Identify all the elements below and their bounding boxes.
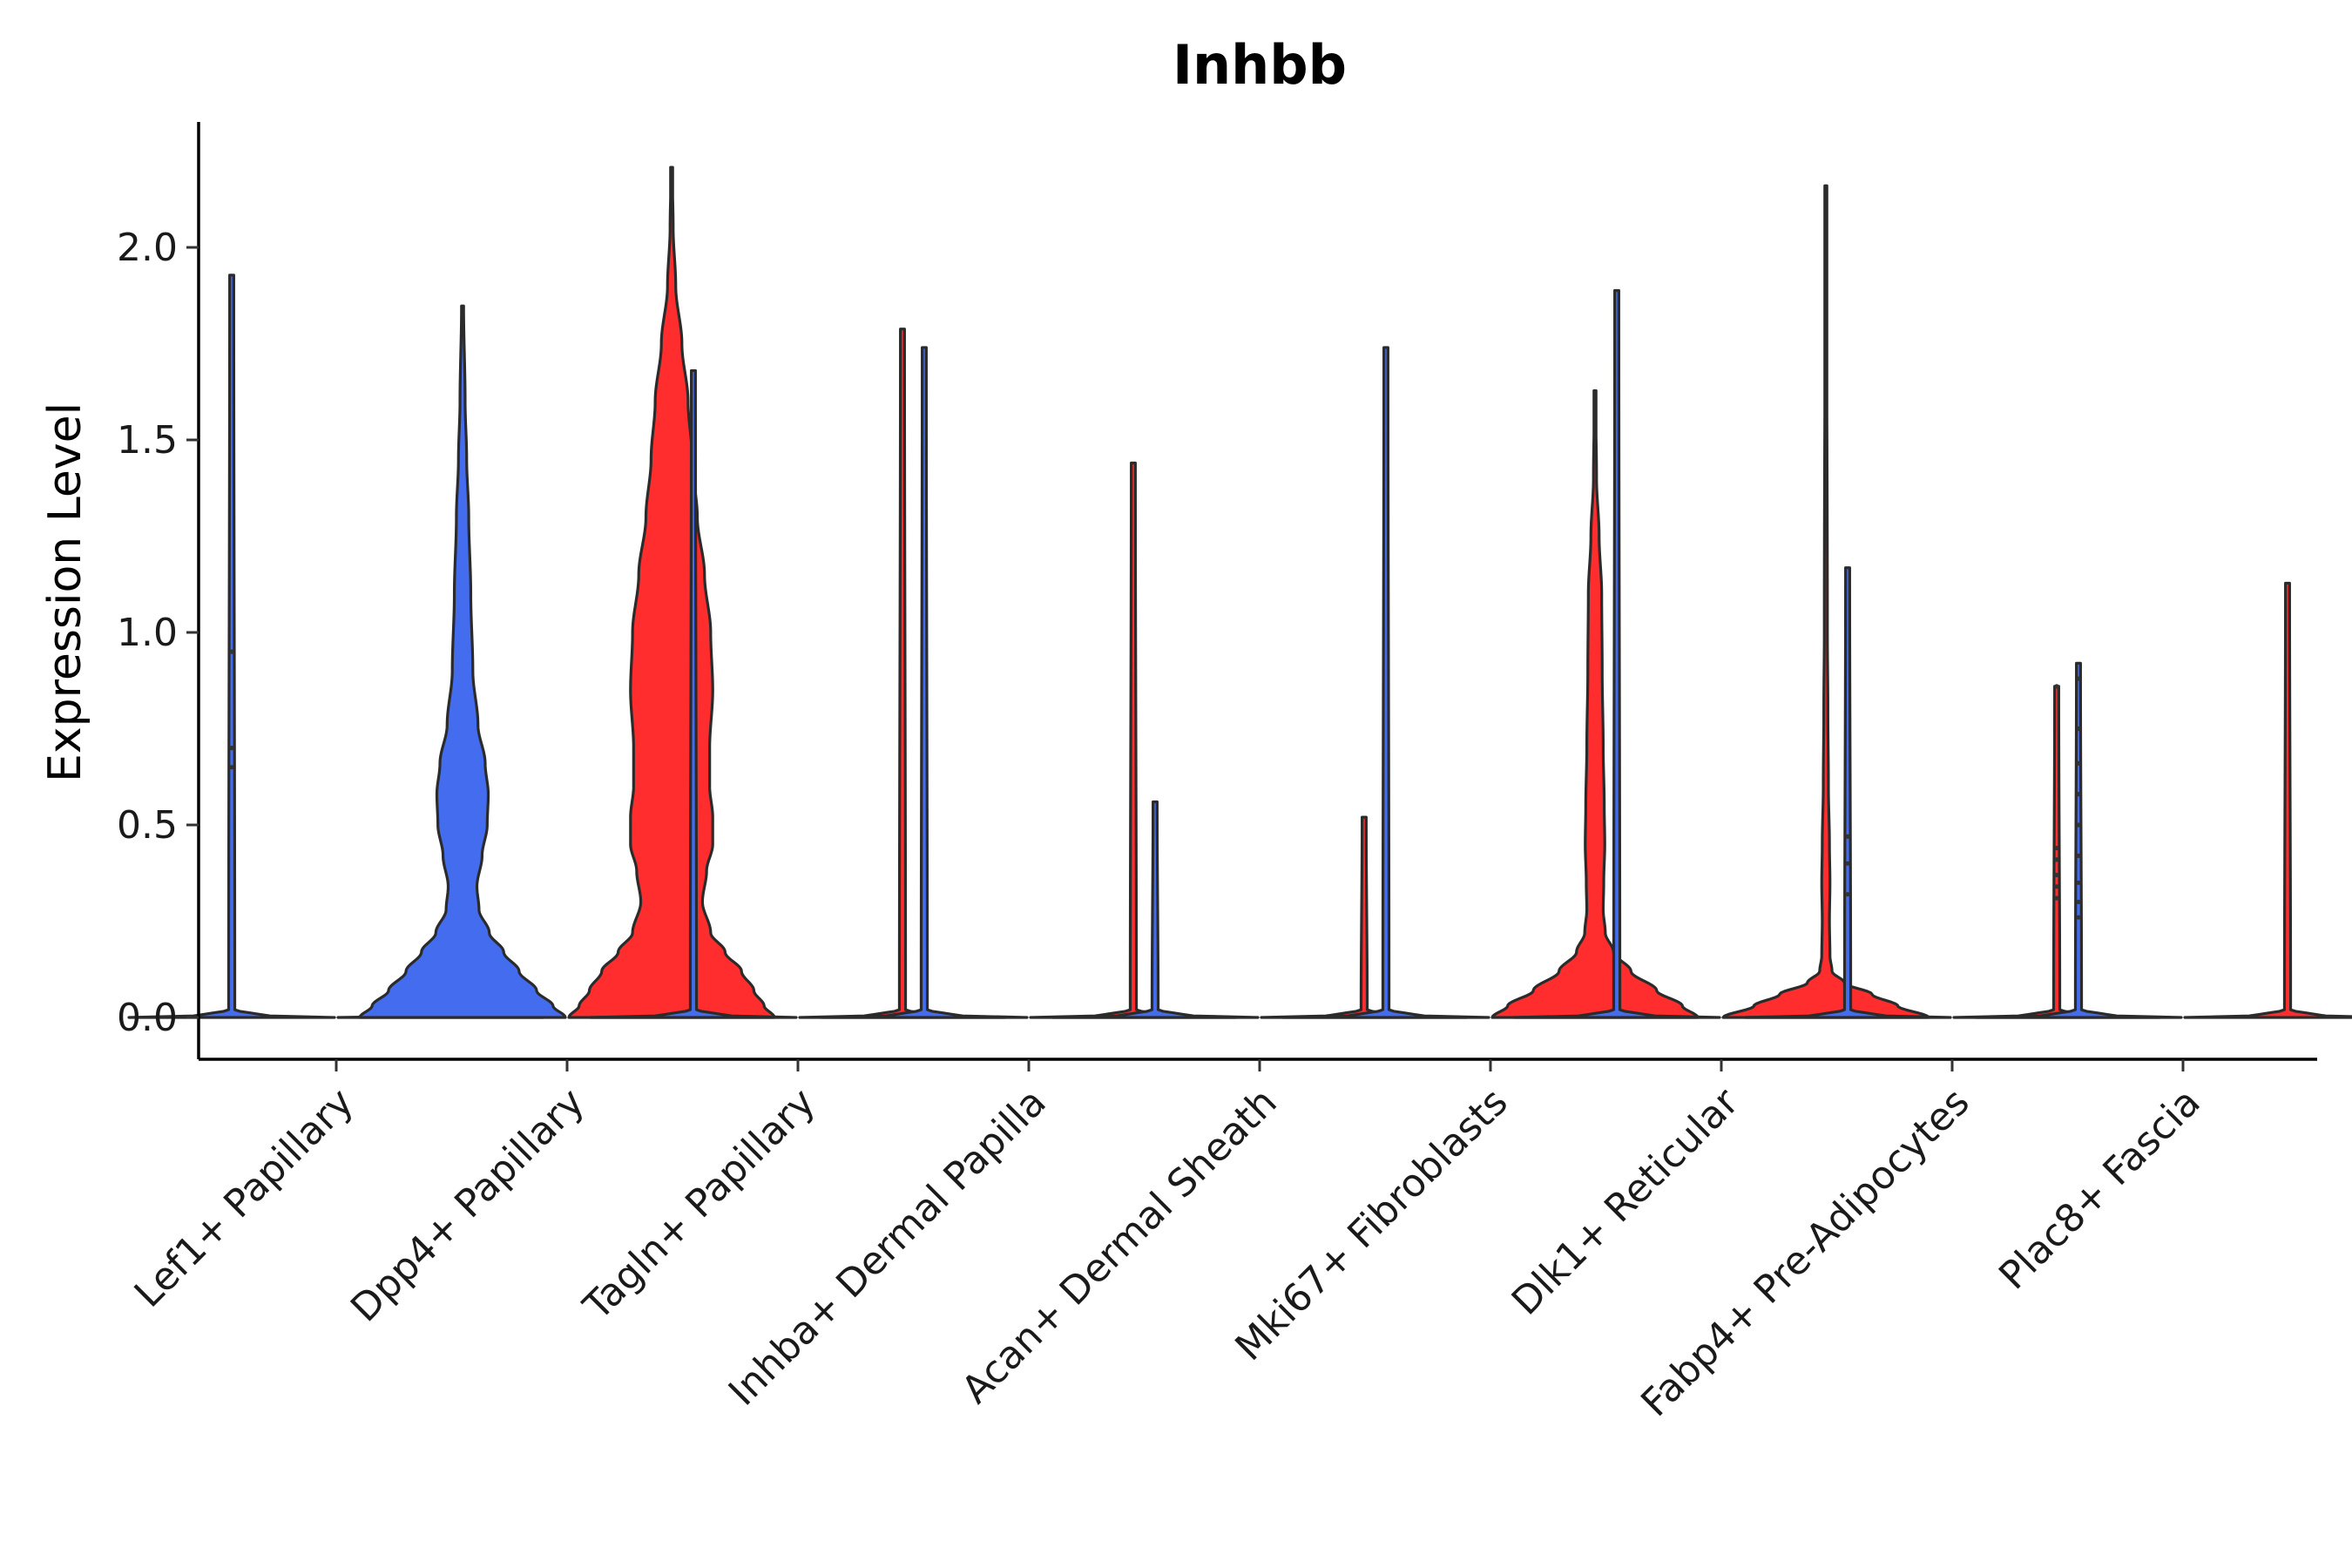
outlier-point — [2076, 899, 2081, 904]
outlier-point — [1845, 861, 1850, 866]
violin-6 — [798, 328, 1007, 1019]
chart-title: Inhbb — [1173, 33, 1347, 97]
outlier-point — [2076, 760, 2081, 766]
outlier-point — [229, 649, 234, 654]
outlier-point — [2076, 915, 2081, 920]
y-tick-label: 0.5 — [117, 803, 178, 848]
x-tick-label: Dlk1+ Reticular — [1504, 1079, 1748, 1324]
x-tick-label: Lef1+ Papillary — [126, 1080, 362, 1316]
y-tick-label: 0.0 — [117, 996, 178, 1040]
y-ticks: 0.0 0.5 1.0 1.5 2.0 — [117, 226, 199, 1040]
violins-layer — [127, 166, 2352, 1019]
y-tick-label: 1.5 — [117, 418, 178, 463]
outlier-point — [229, 765, 234, 770]
violin-12 — [1490, 389, 1700, 1019]
violin-17 — [1974, 661, 2183, 1019]
outlier-point — [2076, 792, 2081, 797]
violin-10 — [1260, 815, 1469, 1019]
violin-14 — [1721, 184, 1930, 1019]
y-tick-label: 1.0 — [117, 611, 178, 655]
violin-16 — [1952, 685, 2161, 1019]
violin-11 — [1281, 346, 1490, 1019]
outlier-point — [1845, 891, 1850, 897]
outlier-point — [2054, 845, 2059, 851]
outlier-point — [229, 746, 234, 751]
violin-15 — [1743, 566, 1952, 1019]
outlier-point — [2076, 726, 2081, 732]
outlier-point — [2054, 872, 2059, 878]
outlier-point — [2054, 684, 2059, 689]
violin-3 — [358, 304, 567, 1019]
outlier-point — [2076, 853, 2081, 858]
violin-4 — [567, 166, 776, 1019]
outlier-point — [2076, 676, 2081, 681]
y-axis-title: Expression Level — [39, 402, 91, 782]
outlier-points-layer — [229, 649, 2081, 920]
y-tick-label: 2.0 — [117, 226, 178, 270]
x-tick-label: Dpp4+ Papillary — [342, 1080, 593, 1331]
violin-8 — [1029, 461, 1238, 1019]
outlier-point — [2054, 896, 2059, 901]
violin-9 — [1051, 800, 1260, 1019]
violin-18 — [2183, 581, 2352, 1019]
x-tick-label: Plac8+ Fascia — [1990, 1080, 2209, 1299]
outlier-point — [2076, 822, 2081, 828]
violin-1 — [127, 274, 336, 1019]
x-tick-label: Tagln+ Papillary — [575, 1080, 824, 1329]
outlier-point — [1845, 834, 1850, 839]
violin-7 — [820, 346, 1029, 1019]
axes — [197, 122, 2317, 1061]
violin-5 — [589, 368, 798, 1019]
violin-13 — [1512, 288, 1721, 1019]
outlier-point — [2054, 857, 2059, 862]
outlier-point — [2076, 880, 2081, 885]
outlier-point — [2054, 884, 2059, 889]
